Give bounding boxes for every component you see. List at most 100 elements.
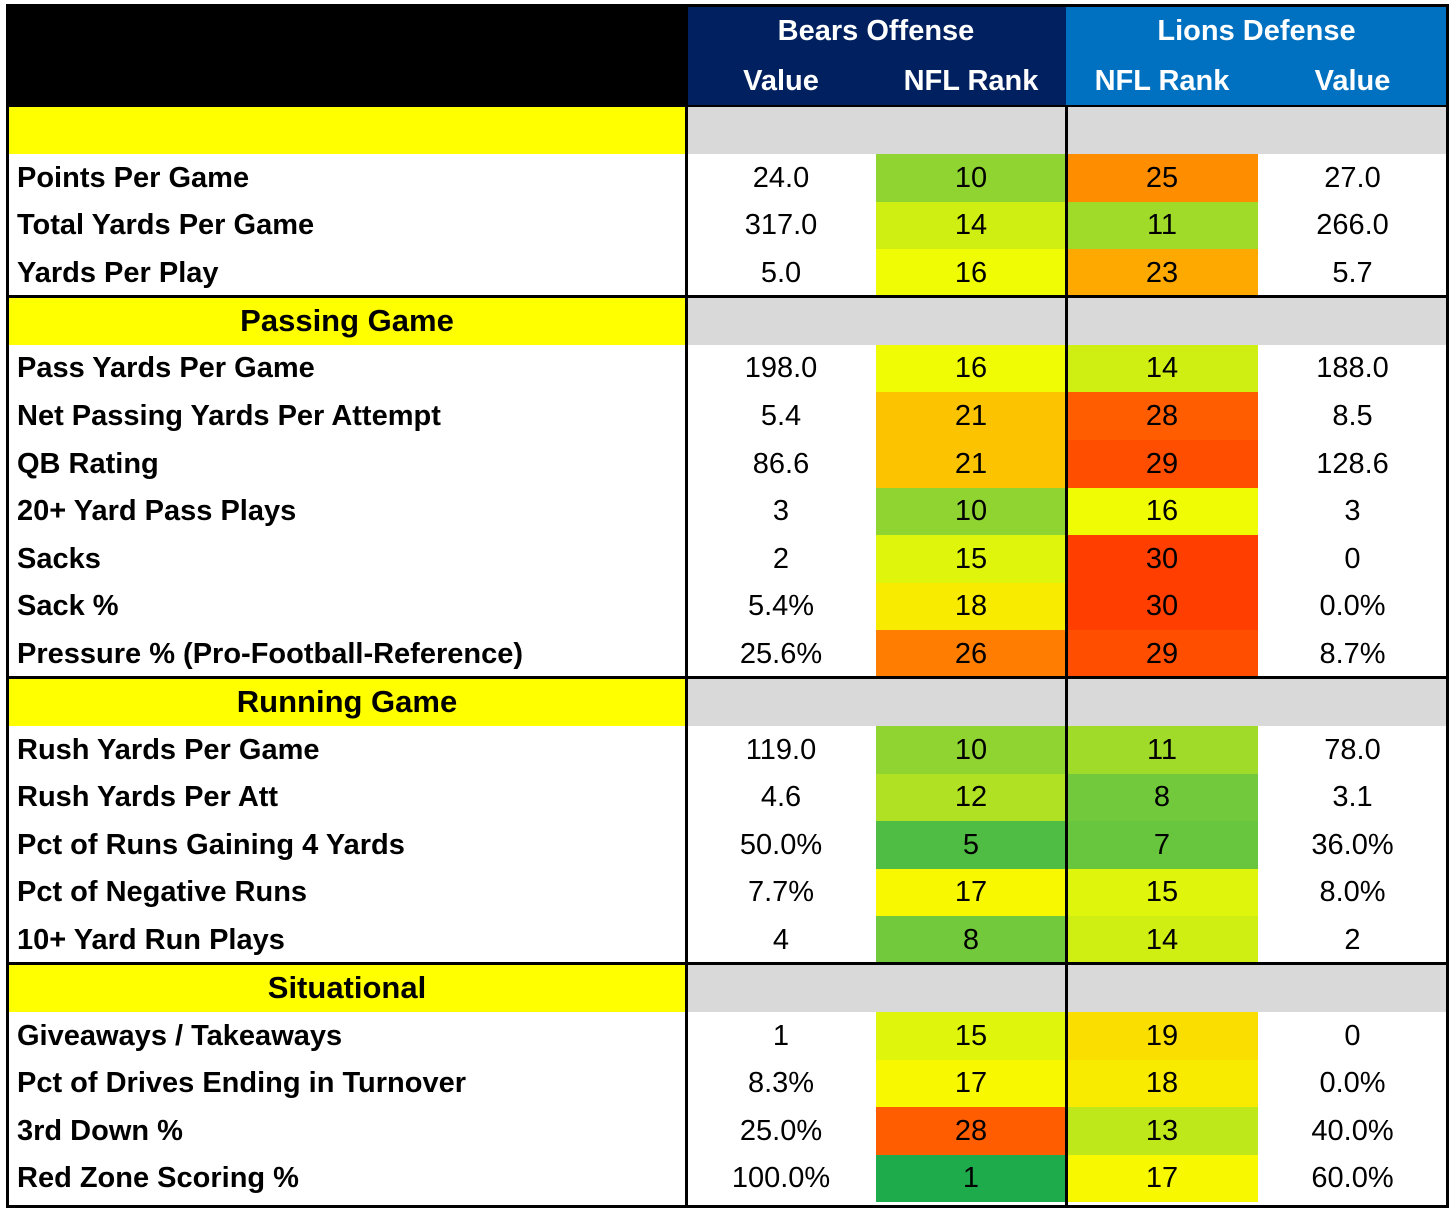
bears-value-cell: 7.7% <box>747 876 815 908</box>
bears-value-cell: 8.3% <box>747 1067 815 1099</box>
lions-header-bg <box>1066 6 1447 106</box>
lions-value-cell: 3 <box>1344 495 1361 527</box>
bears-rank-cell: 5 <box>876 821 1066 869</box>
header-corner <box>8 6 686 106</box>
bears-value-cell: 86.6 <box>752 447 810 480</box>
lions-rank-cell: 11 <box>1066 202 1258 249</box>
bears-value-cell: 50.0% <box>739 828 823 861</box>
bears-value-cell: 25.6% <box>739 637 823 670</box>
lions-rank-cell: 7 <box>1066 821 1258 869</box>
bears-value-cell: 317.0 <box>744 209 818 241</box>
stat-label: Red Zone Scoring % <box>17 1162 299 1194</box>
bears-value-cell: 5.4% <box>747 590 815 622</box>
lions-value-cell: 128.6 <box>1316 447 1389 480</box>
bears-rank-cell: 28 <box>876 1107 1066 1155</box>
lions-rank-header: NFL Rank <box>1094 64 1230 97</box>
lions-value-cell: 8.5 <box>1332 399 1373 432</box>
bears-rank-cell: 21 <box>876 392 1066 440</box>
lions-value-cell: 5.7 <box>1332 256 1373 289</box>
bears-rank-cell: 17 <box>876 869 1066 916</box>
bears-rank-cell: 1 <box>876 1155 1066 1202</box>
section-title: Passing Game <box>8 296 686 345</box>
lions-rank-cell: 11 <box>1066 726 1258 774</box>
stat-label: Pct of Negative Runs <box>17 876 308 908</box>
frame-bottom <box>6 1205 1449 1208</box>
bears-value-header: Value <box>743 64 819 97</box>
lions-value-cell: 0.0% <box>1319 1067 1386 1099</box>
lions-rank-cell: 15 <box>1066 869 1258 916</box>
stat-label: 20+ Yard Pass Plays <box>17 495 297 527</box>
bears-rank-cell: 10 <box>876 726 1066 774</box>
stat-label: Pass Yards Per Game <box>17 352 315 384</box>
bears-header-bg <box>686 6 1066 106</box>
bears-value-cell: 198.0 <box>744 352 818 384</box>
frame-top <box>6 4 1449 7</box>
bears-value-cell: 2 <box>772 542 790 575</box>
bears-value-cell: 1 <box>772 1019 790 1052</box>
lions-value-cell: 0 <box>1344 1019 1361 1052</box>
section-title <box>8 106 686 154</box>
frame-left <box>6 4 9 1208</box>
lions-value-cell: 60.0% <box>1311 1162 1394 1194</box>
lions-rank-cell: 28 <box>1066 392 1258 440</box>
bears-offense-title: Bears Offense <box>777 14 975 47</box>
stat-label: 10+ Yard Run Plays <box>17 923 285 956</box>
lions-rank-cell: 29 <box>1066 440 1258 488</box>
frame-right <box>1446 4 1449 1208</box>
lions-value-cell: 266.0 <box>1316 209 1389 241</box>
bears-value-cell: 4.6 <box>760 781 802 813</box>
lions-rank-cell: 30 <box>1066 583 1258 630</box>
lions-rank-cell: 8 <box>1066 774 1258 821</box>
team-column-divider <box>1065 106 1068 1206</box>
bears-value-cell: 119.0 <box>745 733 817 766</box>
header-divider <box>8 105 1447 107</box>
bears-rank-cell: 12 <box>876 774 1066 821</box>
stat-label: Giveaways / Takeaways <box>17 1019 343 1052</box>
lions-value-cell: 78.0 <box>1324 733 1381 766</box>
bears-value-cell: 5.4 <box>760 399 802 432</box>
lions-value-cell: 2 <box>1344 923 1361 956</box>
lions-rank-cell: 17 <box>1066 1155 1258 1202</box>
lions-value-cell: 27.0 <box>1324 161 1381 194</box>
bears-rank-cell: 16 <box>876 249 1066 297</box>
lions-rank-cell: 18 <box>1066 1060 1258 1107</box>
section-divider <box>8 295 1447 298</box>
bears-value-cell: 100.0% <box>731 1162 831 1194</box>
bears-rank-cell: 21 <box>876 440 1066 488</box>
section-title: Situational <box>8 964 686 1012</box>
bears-value-cell: 4 <box>772 923 790 956</box>
bears-rank-cell: 14 <box>876 202 1066 249</box>
lions-rank-cell: 16 <box>1066 488 1258 535</box>
lions-rank-cell: 30 <box>1066 535 1258 583</box>
bears-rank-cell: 26 <box>876 630 1066 678</box>
lions-value-header: Value <box>1314 64 1391 97</box>
lions-rank-cell: 14 <box>1066 345 1258 392</box>
stat-label: Sack % <box>17 590 119 622</box>
section-divider <box>8 676 1447 679</box>
lions-value-cell: 188.0 <box>1316 352 1389 384</box>
stat-label: Points Per Game <box>17 161 250 194</box>
bears-rank-cell: 8 <box>876 916 1066 964</box>
stat-label: Rush Yards Per Att <box>17 781 279 813</box>
lions-value-cell: 8.7% <box>1319 637 1386 670</box>
lions-value-cell: 36.0% <box>1311 828 1394 861</box>
lions-rank-cell: 23 <box>1066 249 1258 297</box>
bears-rank-cell: 16 <box>876 345 1066 392</box>
bears-rank-cell: 15 <box>876 535 1066 583</box>
bears-rank-cell: 15 <box>876 1012 1066 1060</box>
stat-label: Pct of Drives Ending in Turnover <box>17 1067 467 1099</box>
lions-defense-title: Lions Defense <box>1157 14 1356 47</box>
bears-rank-header: NFL Rank <box>903 64 1039 97</box>
section-title: Running Game <box>8 678 686 726</box>
stat-label: Pressure % (Pro-Football-Reference) <box>17 637 524 670</box>
bears-value-cell: 5.0 <box>760 256 802 289</box>
bears-rank-cell: 17 <box>876 1060 1066 1107</box>
stat-label: Rush Yards Per Game <box>17 733 320 766</box>
lions-rank-cell: 29 <box>1066 630 1258 678</box>
stat-label: 3rd Down % <box>17 1114 183 1147</box>
bears-rank-cell: 10 <box>876 488 1066 535</box>
lions-value-cell: 8.0% <box>1319 876 1386 908</box>
section-divider <box>8 962 1447 965</box>
lions-value-cell: 40.0% <box>1311 1114 1394 1147</box>
